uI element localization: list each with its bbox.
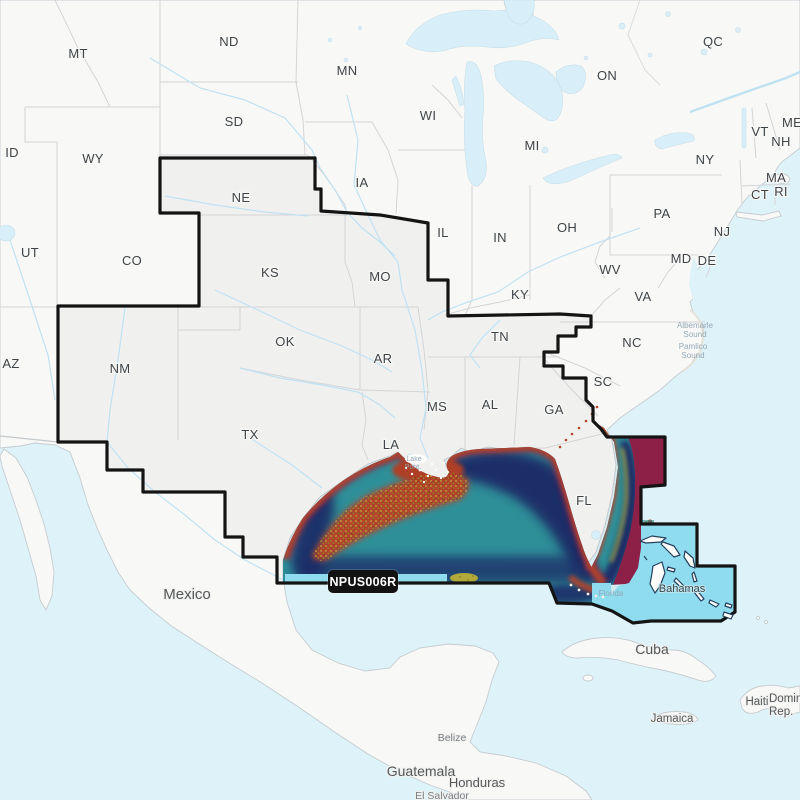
- map-label-ar: AR: [374, 351, 393, 366]
- map-label-jamaica: Jamaica: [651, 713, 694, 725]
- map-label-haiti: Haiti: [745, 696, 768, 708]
- map-label-fl: FL: [576, 493, 592, 508]
- map-label-mt: MT: [68, 46, 87, 61]
- map-label-wy: WY: [82, 151, 104, 166]
- map-label-tx: TX: [241, 427, 258, 442]
- map-label-florida: Florida: [599, 589, 624, 598]
- map-label-va: VA: [635, 289, 652, 304]
- mississippi-delta: [404, 454, 450, 484]
- map-label-me: ME: [782, 115, 800, 130]
- map-label-el-salvador: El Salvador: [415, 790, 469, 800]
- map-label-il: IL: [437, 225, 448, 240]
- jamaica-land: [654, 711, 699, 725]
- map-label-ok: OK: [275, 334, 294, 349]
- map-label-nd: ND: [219, 34, 238, 49]
- isla-juventud: [582, 674, 594, 682]
- map-label-ny: NY: [696, 152, 715, 167]
- lake-ontario: [654, 132, 695, 150]
- map-label-pa: PA: [654, 206, 671, 221]
- map-label-de: DE: [698, 253, 717, 268]
- map-label-vt: VT: [751, 124, 768, 139]
- map-label-ia: IA: [356, 175, 369, 190]
- map-label-dominican: Dominican: [769, 693, 800, 705]
- chesapeake-bay: [689, 256, 700, 300]
- map-label-honduras: Honduras: [449, 775, 506, 790]
- map-label-az: AZ: [2, 356, 19, 371]
- baja-california: [0, 448, 55, 611]
- lake-michigan: [464, 61, 487, 187]
- map-label-md: MD: [671, 251, 692, 266]
- rivers: [9, 57, 800, 581]
- long-island: [735, 210, 782, 222]
- map-label-co: CO: [122, 253, 142, 268]
- map-label-nj: NJ: [714, 224, 731, 239]
- map-label-al: AL: [482, 397, 499, 412]
- lake-huron: [493, 60, 564, 122]
- map-label-cuba: Cuba: [635, 641, 669, 657]
- map-label-ms: MS: [427, 399, 447, 414]
- georgian-bay: [555, 64, 586, 95]
- map-label-ut: UT: [21, 245, 39, 260]
- map-label-mn: MN: [337, 63, 358, 78]
- map-label-pont-: Pont.: [405, 464, 421, 471]
- outer-banks: [682, 309, 704, 372]
- bahamas-islands: [639, 535, 734, 620]
- map-label-ct: CT: [751, 187, 769, 202]
- map-label-sound: Sound: [683, 330, 706, 339]
- map-label-ri: RI: [774, 184, 788, 199]
- map-label-ma: MA: [766, 170, 786, 185]
- map-label-guatemala: Guatemala: [387, 763, 456, 779]
- map-label-la: LA: [383, 437, 400, 452]
- map-label-ks: KS: [261, 265, 279, 280]
- lake-st-clair: [541, 146, 549, 154]
- cuba-land: [561, 637, 717, 682]
- map-label-pamlico: Pamlico: [679, 342, 708, 351]
- map-label-on: ON: [597, 68, 617, 83]
- james-bay: [503, 0, 535, 25]
- map-label-lake: Lake: [406, 456, 421, 463]
- lake-champlain: [741, 107, 747, 149]
- map-label-mi: MI: [524, 138, 539, 153]
- map-label-sound: Sound: [681, 351, 704, 360]
- map-label-nm: NM: [110, 361, 131, 376]
- map-label-belize: Belize: [438, 732, 467, 744]
- map-label-wv: WV: [599, 262, 621, 277]
- green-bay: [451, 75, 465, 107]
- map-label-sd: SD: [225, 114, 244, 129]
- map-label-wi: WI: [420, 108, 436, 123]
- hispaniola-land: [739, 684, 800, 715]
- region-code-label[interactable]: NPUS006R: [328, 570, 398, 593]
- map-label-tn: TN: [491, 329, 509, 344]
- lake-okeechobee: [591, 530, 601, 540]
- map-label-bahamas: Bahamas: [659, 583, 706, 595]
- map-label-sc: SC: [594, 374, 613, 389]
- map-label-mo: MO: [369, 269, 391, 284]
- coverage-boundary[interactable]: [56, 156, 737, 625]
- map-label-qc: QC: [703, 34, 723, 49]
- great-salt-lake: [0, 224, 16, 242]
- st-lawrence-river: [689, 70, 800, 114]
- cape-cod: [771, 173, 791, 184]
- florida-keys: [569, 583, 605, 599]
- map-label-albemarle: Albemarle: [677, 321, 714, 330]
- map-label-oh: OH: [557, 220, 577, 235]
- map-label-ky: KY: [511, 287, 529, 302]
- map-label-in: IN: [493, 230, 507, 245]
- map-label-id: ID: [5, 145, 19, 160]
- map-label-mexico: Mexico: [163, 586, 211, 603]
- map-label-ga: GA: [544, 402, 563, 417]
- map-label-nc: NC: [622, 335, 641, 350]
- region-code-text: NPUS006R: [329, 574, 397, 589]
- map-label-rep-: Rep.: [769, 706, 793, 718]
- lake-erie: [542, 154, 623, 185]
- turks-islets: [756, 616, 768, 624]
- map-label-nh: NH: [771, 134, 790, 149]
- map-label-ne: NE: [232, 190, 251, 205]
